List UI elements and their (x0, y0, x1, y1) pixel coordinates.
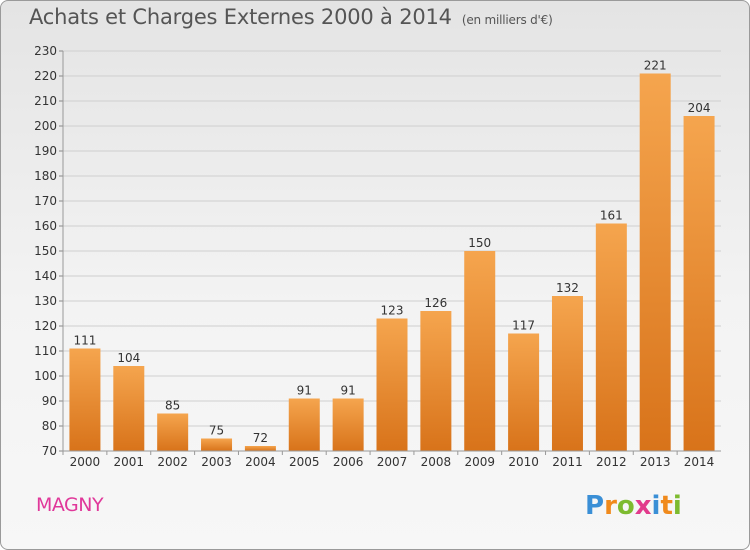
data-label: 221 (644, 59, 667, 73)
x-tick-label: 2013 (640, 455, 671, 469)
x-tick-label: 2011 (552, 455, 583, 469)
x-tick-label: 2004 (245, 455, 276, 469)
bar-2000 (69, 348, 101, 451)
commune-name: MAGNY (36, 494, 104, 516)
x-tick-label: 2001 (114, 455, 145, 469)
y-tick-label: 200 (34, 119, 57, 133)
data-label: 75 (209, 424, 224, 438)
y-tick-label: 160 (34, 219, 57, 233)
y-tick-label: 120 (34, 319, 57, 333)
y-tick-label: 80 (42, 419, 57, 433)
data-label: 150 (468, 236, 491, 250)
y-tick-label: 110 (34, 344, 57, 358)
y-tick-label: 230 (34, 44, 57, 58)
logo-letter: i (672, 491, 682, 521)
proxiti-logo[interactable]: Proxiti (585, 491, 682, 521)
logo-letter: t (660, 491, 673, 521)
y-tick-label: 150 (34, 244, 57, 258)
data-label: 123 (381, 304, 404, 318)
bar-2005 (288, 398, 320, 451)
y-tick-label: 130 (34, 294, 57, 308)
y-tick-label: 210 (34, 94, 57, 108)
y-tick-label: 180 (34, 169, 57, 183)
data-label: 91 (297, 384, 312, 398)
chart-title: Achats et Charges Externes 2000 à 2014 (e… (29, 5, 553, 29)
logo-letter: i (651, 491, 661, 521)
bar-2012 (595, 223, 627, 451)
bar-2009 (464, 251, 496, 451)
logo-letter: o (616, 491, 635, 521)
y-tick-label: 90 (42, 394, 57, 408)
x-tick-label: 2008 (421, 455, 452, 469)
data-label: 104 (117, 351, 140, 365)
y-tick-label: 100 (34, 369, 57, 383)
bar-2014 (683, 116, 715, 451)
data-label: 85 (165, 399, 180, 413)
x-tick-label: 2010 (508, 455, 539, 469)
logo-letter: x (634, 491, 652, 521)
y-tick-label: 220 (34, 69, 57, 83)
bar-2007 (376, 318, 408, 451)
bar-2010 (508, 333, 540, 451)
x-axis: 2000 2001 2002 2003 2004 2005 2006 2007 2008 2009… (62, 450, 721, 469)
data-label: 111 (73, 334, 96, 348)
bar-2006 (332, 398, 364, 451)
data-label: 161 (600, 209, 623, 223)
data-label: 72 (253, 431, 268, 445)
x-tick-label: 2012 (596, 455, 627, 469)
x-tick-label: 2003 (201, 455, 232, 469)
bar-2011 (551, 296, 583, 451)
data-label: 132 (556, 281, 579, 295)
x-tick-label: 2009 (464, 455, 495, 469)
bar-2004 (244, 446, 276, 451)
bars: 111 104 85 75 72 91 91 123 126 150 117 132 161 221 204 (69, 59, 715, 451)
data-label: 126 (424, 296, 447, 310)
bar-2001 (113, 366, 145, 451)
x-tick-label: 2007 (377, 455, 408, 469)
data-label: 204 (688, 101, 711, 115)
bar-2013 (639, 73, 671, 451)
y-axis: 70 80 90 100 110 120 130 140 150 160 170 180 190 200 2… (34, 44, 64, 458)
bar-2003 (201, 438, 233, 451)
data-label: 117 (512, 319, 535, 333)
y-tick-label: 140 (34, 269, 57, 283)
x-tick-label: 2000 (70, 455, 101, 469)
bar-2008 (420, 311, 452, 451)
y-tick-label: 190 (34, 144, 57, 158)
y-tick-label: 70 (42, 444, 57, 458)
x-tick-label: 2014 (684, 455, 715, 469)
y-tick-label: 170 (34, 194, 57, 208)
bar-2002 (157, 413, 189, 451)
data-label: 91 (340, 384, 355, 398)
x-tick-label: 2005 (289, 455, 320, 469)
logo-letter: r (604, 491, 617, 521)
chart-unit: (en milliers d'€) (461, 13, 553, 27)
x-tick-label: 2006 (333, 455, 364, 469)
chart-title-text: Achats et Charges Externes 2000 à 2014 (29, 5, 452, 29)
x-tick-label: 2002 (157, 455, 188, 469)
logo-letter: P (585, 491, 605, 521)
